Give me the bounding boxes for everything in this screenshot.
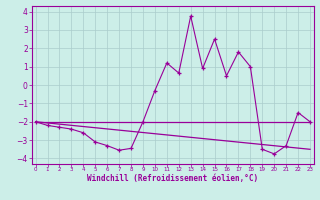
X-axis label: Windchill (Refroidissement éolien,°C): Windchill (Refroidissement éolien,°C) [87,174,258,183]
